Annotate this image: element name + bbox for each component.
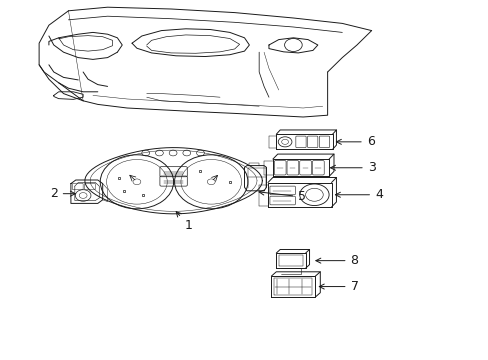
- Text: 4: 4: [335, 188, 382, 201]
- Text: 7: 7: [319, 280, 358, 293]
- Text: 1: 1: [176, 212, 192, 231]
- Text: 3: 3: [330, 161, 375, 174]
- Text: 2: 2: [50, 187, 75, 200]
- Text: 8: 8: [315, 254, 358, 267]
- Text: 5: 5: [259, 190, 305, 203]
- Text: 6: 6: [336, 135, 374, 148]
